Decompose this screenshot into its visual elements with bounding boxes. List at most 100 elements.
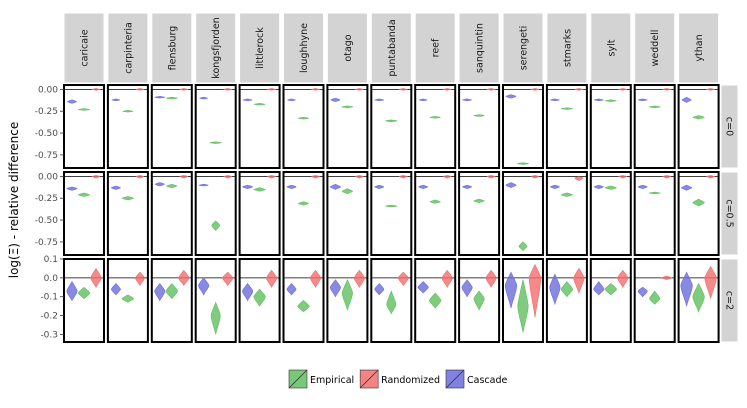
facet-panel: [502, 171, 544, 256]
column-strip: [590, 12, 632, 84]
facet-panel: [677, 258, 720, 343]
column-strip: [458, 12, 500, 84]
panel-frame: [63, 84, 105, 169]
violin-empirical: [165, 283, 178, 300]
violin-randomized: [90, 267, 102, 288]
facet-panel: [502, 258, 544, 343]
violin-randomized: [223, 88, 233, 91]
column-strip: [546, 12, 588, 84]
column-strip: [239, 12, 281, 84]
violin-randomized: [442, 175, 452, 179]
facet-panel: [282, 171, 325, 256]
violin-empirical: [429, 199, 441, 204]
violin-empirical: [297, 201, 310, 206]
violin-empirical: [211, 220, 221, 232]
column-strip-label: sanquintin: [475, 23, 486, 73]
panel-frame: [633, 84, 676, 169]
column-strips: caricaie carpinteria flensburg kongsfjorden…: [63, 12, 720, 84]
facet-panel: [238, 258, 281, 343]
y-axis-title: log(Ξ) - relative difference: [7, 122, 21, 279]
violin-cascade: [549, 184, 560, 189]
violin-cascade: [504, 271, 518, 309]
y-tick-label: -0.75: [35, 151, 58, 161]
violin-randomized: [91, 88, 101, 91]
violin-randomized: [178, 269, 190, 286]
facet-panel: [150, 84, 193, 169]
violin-cascade: [329, 279, 341, 298]
column-strip-label: sylt: [606, 39, 617, 56]
y-tick-label: -0.25: [35, 107, 58, 117]
violin-randomized: [573, 267, 585, 294]
violin-cascade: [549, 273, 561, 306]
facet-panel: [545, 84, 588, 169]
facet-panel: [282, 258, 325, 343]
row-strips: c=0 c=0.5 c=2: [720, 84, 739, 343]
column-strip: [195, 12, 237, 84]
facet-panel: [194, 84, 237, 169]
violin-empirical: [516, 162, 530, 165]
violin-empirical: [297, 300, 310, 313]
violin-cascade: [198, 183, 209, 187]
violin-cascade: [505, 94, 517, 99]
legend-label: Empirical: [310, 375, 354, 386]
panel-frame: [106, 171, 149, 256]
violin-randomized: [267, 88, 276, 91]
violin-randomized: [398, 175, 408, 179]
legend-item: Cascade: [445, 369, 507, 389]
violin-cascade: [66, 186, 78, 191]
panel-frame: [589, 258, 632, 343]
violin-empirical: [560, 281, 574, 298]
column-strip: [678, 12, 720, 84]
violin-randomized: [355, 175, 364, 179]
panel-frame: [370, 171, 413, 256]
violin-cascade: [418, 184, 429, 189]
violin-randomized: [662, 88, 672, 91]
facet-panel: [633, 171, 676, 256]
panel-frame: [589, 171, 632, 256]
facet-panel: [370, 171, 413, 256]
violin-randomized: [397, 271, 409, 286]
column-strip-label: serengeti: [519, 26, 530, 71]
violin-cascade: [549, 98, 560, 102]
facet-panel: [545, 258, 588, 343]
row-strip-label: c=0: [724, 117, 735, 136]
column-strip-label: littlerock: [255, 27, 266, 69]
violin-empirical: [165, 96, 178, 100]
facet-panel: [63, 171, 105, 256]
facet-panel: [589, 258, 632, 343]
facet-panel: [150, 171, 193, 256]
column-strip: [502, 12, 544, 84]
violin-randomized: [617, 269, 629, 288]
violin-empirical: [604, 283, 617, 296]
row-strip: [720, 258, 739, 343]
violin-randomized: [618, 88, 628, 91]
violin-cascade: [242, 98, 253, 102]
violin-cascade: [242, 283, 254, 302]
y-tick-label: -0.75: [35, 238, 58, 248]
facet-panel: [106, 258, 149, 343]
panel-frame: [458, 84, 501, 169]
y-tick-label: -0.25: [35, 194, 58, 204]
violin-empirical: [517, 279, 529, 333]
violin-cascade: [154, 283, 166, 302]
violin-cascade: [374, 283, 385, 296]
violin-cascade: [418, 98, 428, 102]
violin-cascade: [462, 184, 473, 189]
y-tick-label: -0.1: [40, 293, 58, 303]
violin-empirical: [429, 116, 441, 119]
violin-empirical: [648, 105, 661, 109]
column-strip: [370, 12, 412, 84]
panel-frame: [326, 84, 369, 169]
panel-frame: [326, 171, 369, 256]
violin-randomized: [706, 88, 715, 91]
panel-frame: [414, 84, 457, 169]
column-strip: [107, 12, 149, 84]
legend-swatch-slash: [445, 369, 465, 389]
panel-frame: [545, 171, 588, 256]
facet-panel: [326, 171, 369, 256]
violin-cascade: [198, 277, 210, 296]
violin-empirical: [77, 192, 91, 197]
violin-cascade: [329, 183, 341, 190]
y-tick-label: 0.00: [38, 85, 58, 95]
violin-randomized: [706, 175, 715, 179]
